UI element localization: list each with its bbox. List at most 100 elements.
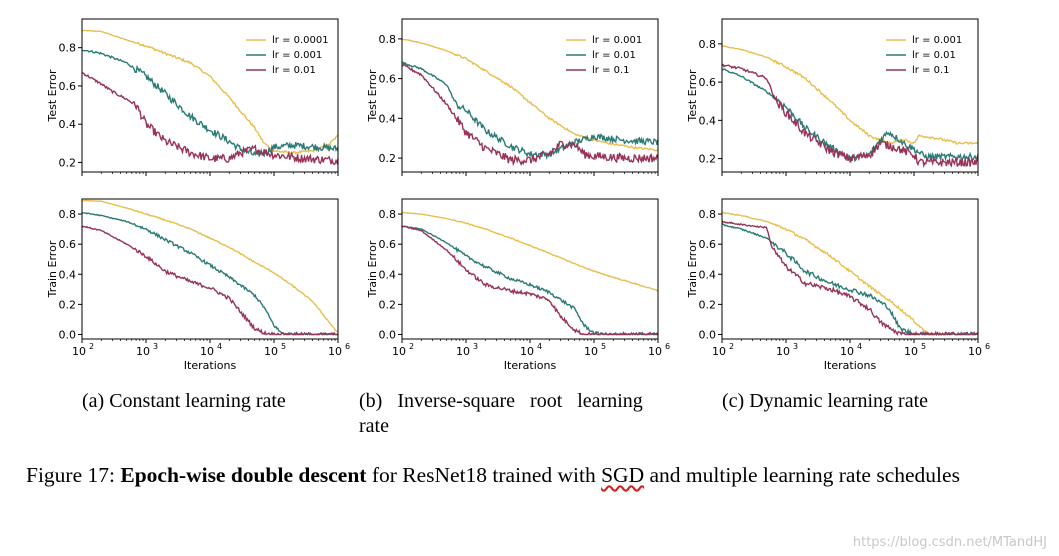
subcaption-b-line2: rate: [359, 415, 389, 437]
xtick-exponent: 5: [921, 342, 926, 351]
xtick-exponent: 4: [537, 342, 542, 351]
ytick-label: 0.8: [59, 208, 77, 221]
series-line-lr_high: [401, 225, 658, 336]
series-line-lr_low: [81, 29, 339, 155]
series-line-lr_mid: [721, 223, 979, 337]
xtick-exponent: 2: [89, 342, 94, 351]
xtick-exponent: 3: [153, 342, 158, 351]
series-line-lr_high: [81, 225, 339, 336]
xtick-label: 10: [392, 345, 406, 358]
figure: 0.2 0.4 0.6 0.8 Test Error lr = 0.0001 lr = 0.…: [46, 18, 990, 372]
xtick-label: 10: [264, 345, 278, 358]
ytick-label: 0.2: [379, 152, 397, 165]
xtick-label: 10: [520, 345, 534, 358]
ytick-label: 0.8: [699, 38, 717, 51]
xlabel: Iterations: [184, 359, 237, 372]
caption-underlined: SGD: [601, 463, 645, 487]
xtick-exponent: 6: [665, 342, 670, 351]
ylabel: Test Error: [366, 69, 379, 122]
ytick-label: 0.4: [59, 268, 77, 281]
xtick-exponent: 5: [601, 342, 606, 351]
series-line-lr_mid: [401, 225, 659, 336]
xlabel: Iterations: [504, 359, 557, 372]
panel-c-top: 0.2 0.4 0.6 0.8 Test Error lr = 0.001 lr = 0.0…: [686, 18, 979, 176]
xtick-exponent: 2: [729, 342, 734, 351]
series-line-lr_low: [721, 45, 979, 146]
series-line-lr_low: [401, 38, 659, 152]
ytick-label: 0.2: [699, 153, 717, 166]
legend-label: lr = 0.001: [912, 35, 962, 46]
legend-label: lr = 0.01: [912, 50, 956, 61]
subcaption-b-line1: (b) Inverse-square root learning: [359, 390, 643, 412]
series-line-lr_low: [81, 199, 339, 333]
ytick-label: 0.0: [379, 328, 397, 341]
series-line-lr_high: [81, 71, 339, 166]
ylabel: Test Error: [46, 69, 59, 122]
ytick-label: 0.6: [699, 238, 717, 251]
ylabel: Train Error: [686, 240, 699, 298]
xtick-label: 10: [328, 345, 342, 358]
subcaption-c: (c) Dynamic learning rate: [722, 390, 929, 412]
panel-b-top: 0.2 0.4 0.6 0.8 Test Error lr = 0.001 lr = 0.0…: [366, 18, 659, 176]
plot-frame: [721, 198, 979, 340]
ylabel: Test Error: [686, 69, 699, 122]
plot-frame: [81, 18, 339, 173]
series-line-lr_high: [721, 220, 979, 336]
ytick-label: 0.4: [379, 268, 397, 281]
ytick-label: 0.2: [379, 298, 397, 311]
ytick-label: 0.8: [379, 33, 397, 46]
ytick-label: 0.6: [699, 76, 717, 89]
xtick-label: 10: [904, 345, 918, 358]
ytick-label: 0.8: [59, 42, 77, 55]
legend-label: lr = 0.01: [272, 65, 316, 76]
caption-suffix: and multiple learning rate schedules: [644, 463, 960, 487]
ytick-label: 0.2: [59, 156, 77, 169]
series-line-lr_high: [401, 63, 659, 167]
plot-frame: [401, 18, 659, 173]
ytick-label: 0.4: [699, 114, 717, 127]
ytick-label: 0.0: [699, 328, 717, 341]
series-line-lr_high: [721, 63, 979, 169]
xtick-label: 10: [712, 345, 726, 358]
series-line-lr_mid: [81, 211, 339, 336]
caption-bold: Epoch-wise double descent: [120, 463, 367, 487]
ytick-label: 0.8: [699, 208, 717, 221]
legend-label: lr = 0.001: [272, 50, 322, 61]
legend-label: lr = 0.1: [912, 65, 950, 76]
ytick-label: 0.2: [59, 298, 77, 311]
xtick-exponent: 6: [345, 342, 350, 351]
legend-label: lr = 0.001: [592, 35, 642, 46]
series-line-lr_low: [402, 211, 659, 292]
ylabel: Train Error: [366, 240, 379, 298]
legend-label: lr = 0.0001: [272, 35, 329, 46]
xtick-label: 10: [456, 345, 470, 358]
subcaption-a: (a) Constant learning rate: [82, 390, 286, 412]
xtick-label: 10: [584, 345, 598, 358]
ytick-label: 0.6: [59, 238, 77, 251]
xtick-label: 10: [968, 345, 982, 358]
series-line-lr_mid: [81, 49, 339, 158]
watermark: https://blog.csdn.net/MTandHJ: [852, 535, 1047, 550]
caption-prefix: Figure 17:: [26, 463, 121, 487]
xtick-label: 10: [776, 345, 790, 358]
xtick-exponent: 4: [217, 342, 222, 351]
xtick-label: 10: [136, 345, 150, 358]
plot-frame: [81, 198, 339, 340]
ylabel: Train Error: [46, 240, 59, 298]
ytick-label: 0.4: [379, 112, 397, 125]
xtick-label: 10: [648, 345, 662, 358]
legend-label: lr = 0.01: [592, 50, 636, 61]
plot-frame: [721, 18, 979, 173]
ytick-label: 0.4: [59, 118, 77, 131]
ytick-label: 0.6: [379, 73, 397, 86]
plot-frame: [401, 198, 659, 340]
ytick-label: 0.4: [699, 268, 717, 281]
xtick-exponent: 4: [857, 342, 862, 351]
ytick-label: 0.2: [699, 298, 717, 311]
xtick-label: 10: [200, 345, 214, 358]
series-line-lr_low: [721, 211, 979, 336]
legend-label: lr = 0.1: [592, 65, 630, 76]
